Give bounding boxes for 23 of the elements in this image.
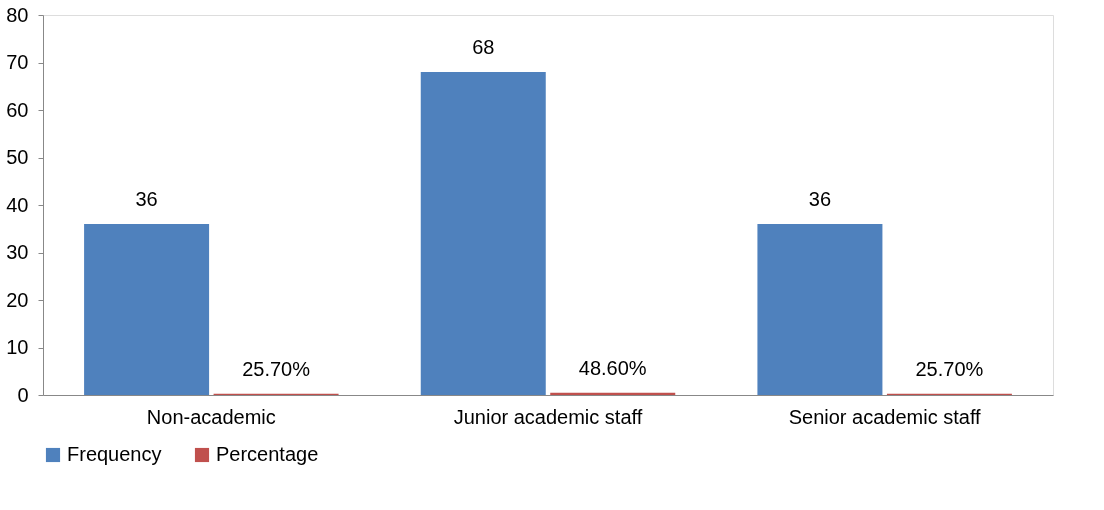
legend-label: Percentage xyxy=(216,443,319,465)
bar xyxy=(420,72,546,395)
data-label: 48.60% xyxy=(578,356,647,379)
data-label: 36 xyxy=(808,188,832,210)
y-tick-label: 60 xyxy=(6,98,29,121)
y-tick-label: 0 xyxy=(17,383,29,406)
data-label: 68 xyxy=(472,36,495,58)
x-tick-label: Junior academic staff xyxy=(453,405,643,428)
x-tick-label: Non-academic xyxy=(146,405,276,428)
data-label: 36 xyxy=(135,188,158,210)
bar xyxy=(84,224,210,395)
bar xyxy=(757,224,883,395)
y-tick-label: 50 xyxy=(6,146,29,168)
x-tick-label: Senior academic staff xyxy=(788,405,982,428)
y-tick-label: 30 xyxy=(6,241,29,263)
y-tick-label: 40 xyxy=(6,193,29,216)
y-tick-label: 10 xyxy=(6,336,29,358)
y-tick-label: 20 xyxy=(6,288,29,311)
data-label: 25.70% xyxy=(242,357,311,380)
y-tick-label: 80 xyxy=(6,3,29,26)
legend-label: Frequency xyxy=(67,443,162,465)
data-label: 25.70% xyxy=(915,357,984,380)
y-tick-label: 70 xyxy=(6,51,29,73)
